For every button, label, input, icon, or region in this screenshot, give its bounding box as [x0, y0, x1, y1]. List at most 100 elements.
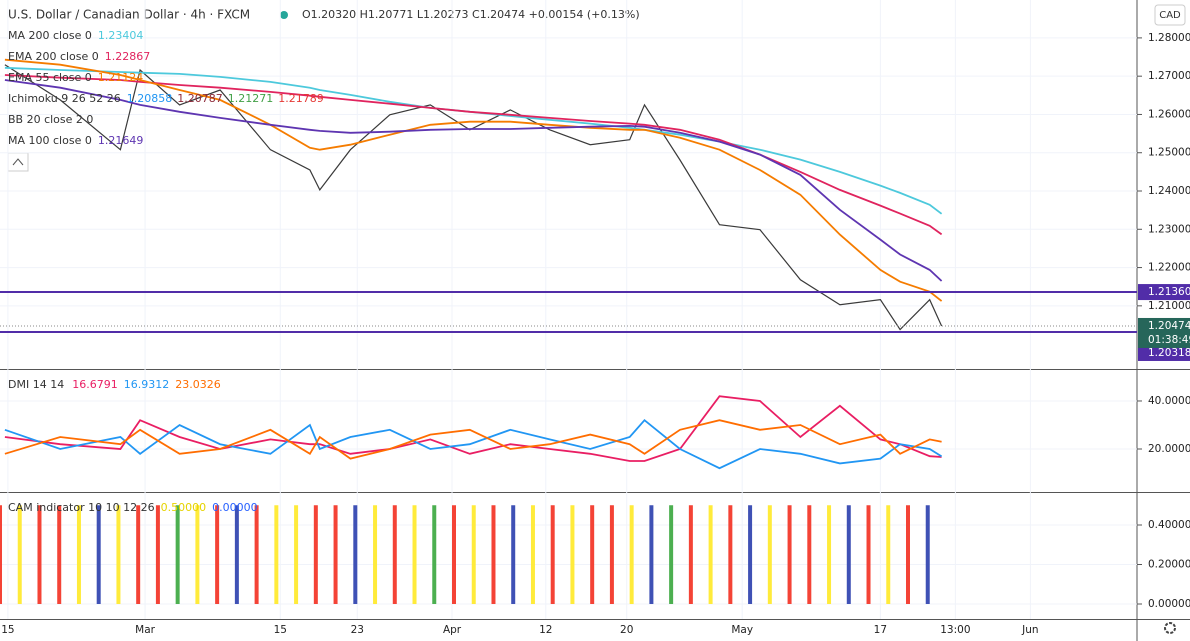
series-line: [4, 79, 943, 282]
y-tick-label: 1.25000: [1148, 147, 1190, 159]
bar: [0, 505, 2, 604]
legend-value: 1.20858: [127, 92, 173, 105]
bar: [136, 505, 141, 604]
countdown: 01:38:49: [1148, 334, 1190, 346]
x-tick-label: 23: [351, 624, 364, 636]
ohlc: O1.20320 H1.20771 L1.20273 C1.20474 +0.0…: [302, 8, 640, 21]
bar: [471, 505, 476, 604]
bar: [96, 505, 101, 604]
legend-value: 23.0326: [175, 378, 221, 391]
legend-name: MA 200 close 0: [8, 29, 92, 42]
legend-name: Ichimoku 9 26 52 26: [8, 92, 121, 105]
series-line: [4, 58, 943, 302]
legend-name: EMA 55 close 0: [8, 71, 92, 84]
y-tick-label: 1.24000: [1148, 185, 1190, 197]
bar: [748, 505, 753, 604]
currency-box[interactable]: [1154, 4, 1186, 26]
bar: [195, 505, 200, 604]
bar: [530, 505, 535, 604]
x-tick-label: May: [731, 624, 753, 636]
bar: [155, 505, 160, 604]
collapse-button[interactable]: [7, 152, 29, 172]
x-tick-label: 12: [539, 624, 552, 636]
bar: [215, 505, 220, 604]
x-tick-label: 15: [1, 624, 14, 636]
legend-value: 1.23404: [98, 29, 144, 42]
x-tick-label: 20: [620, 624, 633, 636]
x-tick-label: Apr: [443, 624, 462, 636]
y-tick-label: 20.0000: [1148, 443, 1190, 455]
legend-value: 1.20787: [177, 92, 223, 105]
y-tick-label: 0.00000: [1148, 598, 1190, 610]
legend-name: CAM indicator 10 10 12 26: [8, 501, 155, 514]
bar: [116, 505, 121, 604]
x-tick-label: 13:00: [940, 624, 970, 636]
bar: [708, 505, 713, 604]
price-label-box: [1138, 344, 1190, 361]
bar: [373, 505, 378, 604]
legend-value: 0.00000: [212, 501, 258, 514]
price-label: 1.20318: [1148, 347, 1190, 359]
legend-value: 1.21789: [278, 92, 324, 105]
series-line: [4, 395, 942, 462]
legend-value: 0.50000: [161, 501, 207, 514]
bar: [728, 505, 733, 604]
bar: [254, 505, 259, 604]
x-tick-label: 17: [874, 624, 887, 636]
legend-value: 1.21271: [228, 92, 274, 105]
series-line: [4, 64, 943, 331]
legend-name: DMI 14 14: [8, 378, 64, 391]
y-tick-label: 0.40000: [1148, 519, 1190, 531]
y-tick-label: 1.27000: [1148, 70, 1190, 82]
legend-value: 16.6791: [72, 378, 118, 391]
bar: [333, 505, 338, 604]
bar: [412, 505, 417, 604]
bar: [570, 505, 575, 604]
y-tick-label: 1.26000: [1148, 108, 1190, 120]
y-tick-label: 1.23000: [1148, 223, 1190, 235]
bar: [609, 505, 614, 604]
bar: [511, 505, 516, 604]
x-tick-label: Jun: [1021, 624, 1038, 636]
y-tick-label: 1.22000: [1148, 262, 1190, 274]
bar: [886, 505, 891, 604]
bar: [175, 505, 180, 604]
bar: [787, 505, 792, 604]
bar: [432, 505, 437, 604]
bar: [866, 505, 871, 604]
price-label: 1.21360: [1148, 286, 1190, 298]
legend-value: 1.21649: [98, 134, 144, 147]
series-line: [4, 74, 943, 236]
x-tick-label: Mar: [135, 624, 155, 636]
bar: [827, 505, 832, 604]
last-price-box: [1138, 317, 1190, 348]
legend-value: 16.9312: [124, 378, 170, 391]
y-tick-label: 1.21000: [1148, 300, 1190, 312]
series-line: [4, 418, 943, 470]
bar: [629, 505, 634, 604]
bar: [234, 505, 239, 604]
bar: [906, 505, 910, 604]
bar: [57, 505, 62, 604]
bar: [353, 505, 358, 604]
bar: [274, 505, 279, 604]
y-tick-label: 1.28000: [1148, 32, 1190, 44]
bar: [925, 505, 930, 604]
settings-icon[interactable]: [1164, 622, 1176, 634]
series-line: [4, 419, 942, 460]
status-dot: [280, 11, 288, 19]
bar: [550, 505, 555, 604]
legend-name: EMA 200 close 0: [8, 50, 99, 63]
legend-value: 1.21124: [98, 71, 144, 84]
bar: [669, 505, 674, 604]
y-tick-label: 0.20000: [1148, 558, 1190, 570]
currency[interactable]: CAD: [1159, 10, 1181, 21]
bar: [846, 505, 851, 604]
y-tick-label: 40.0000: [1148, 395, 1190, 407]
bar: [392, 505, 397, 604]
bar: [313, 505, 318, 604]
last-price-label: 1.20474: [1148, 320, 1190, 332]
x-tick-label: 15: [274, 624, 287, 636]
